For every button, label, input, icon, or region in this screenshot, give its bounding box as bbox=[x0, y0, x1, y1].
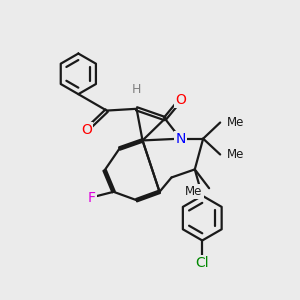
Text: O: O bbox=[81, 123, 92, 137]
Text: Me: Me bbox=[227, 116, 244, 129]
Text: H: H bbox=[132, 83, 141, 96]
Text: O: O bbox=[175, 93, 186, 107]
Text: Me: Me bbox=[185, 185, 202, 198]
Text: H: H bbox=[132, 83, 141, 96]
Text: Me: Me bbox=[227, 148, 244, 161]
Text: N: N bbox=[175, 132, 186, 146]
Text: Cl: Cl bbox=[195, 256, 209, 270]
Text: F: F bbox=[88, 191, 96, 206]
